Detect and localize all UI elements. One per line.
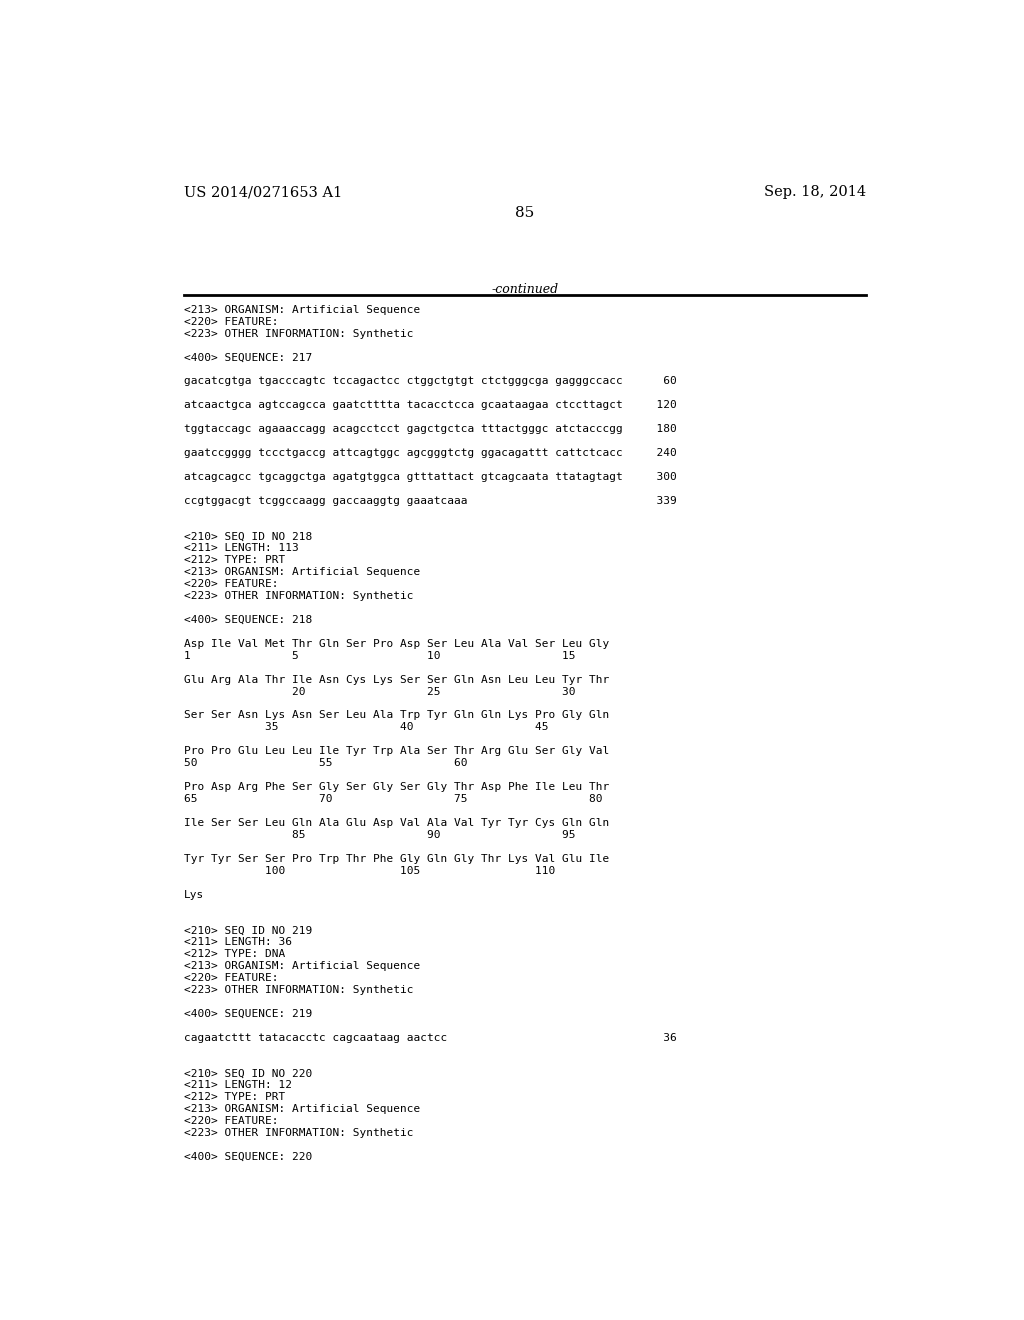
Text: <213> ORGANISM: Artificial Sequence: <213> ORGANISM: Artificial Sequence <box>183 961 420 972</box>
Text: ccgtggacgt tcggccaagg gaccaaggtg gaaatcaaa                            339: ccgtggacgt tcggccaagg gaccaaggtg gaaatca… <box>183 496 677 506</box>
Text: <212> TYPE: PRT: <212> TYPE: PRT <box>183 1093 285 1102</box>
Text: <400> SEQUENCE: 218: <400> SEQUENCE: 218 <box>183 615 312 624</box>
Text: <210> SEQ ID NO 218: <210> SEQ ID NO 218 <box>183 532 312 541</box>
Text: Pro Asp Arg Phe Ser Gly Ser Gly Ser Gly Thr Asp Phe Ile Leu Thr: Pro Asp Arg Phe Ser Gly Ser Gly Ser Gly … <box>183 781 609 792</box>
Text: gacatcgtga tgacccagtc tccagactcc ctggctgtgt ctctgggcga gagggccacc      60: gacatcgtga tgacccagtc tccagactcc ctggctg… <box>183 376 677 387</box>
Text: <223> OTHER INFORMATION: Synthetic: <223> OTHER INFORMATION: Synthetic <box>183 591 414 601</box>
Text: atcaactgca agtccagcca gaatctttta tacacctcca gcaataagaa ctccttagct     120: atcaactgca agtccagcca gaatctttta tacacct… <box>183 400 677 411</box>
Text: tggtaccagc agaaaccagg acagcctcct gagctgctca tttactgggc atctacccgg     180: tggtaccagc agaaaccagg acagcctcct gagctgc… <box>183 424 677 434</box>
Text: <223> OTHER INFORMATION: Synthetic: <223> OTHER INFORMATION: Synthetic <box>183 1129 414 1138</box>
Text: <211> LENGTH: 36: <211> LENGTH: 36 <box>183 937 292 948</box>
Text: <220> FEATURE:: <220> FEATURE: <box>183 579 279 589</box>
Text: gaatccgggg tccctgaccg attcagtggc agcgggtctg ggacagattt cattctcacc     240: gaatccgggg tccctgaccg attcagtggc agcgggt… <box>183 447 677 458</box>
Text: atcagcagcc tgcaggctga agatgtggca gtttattact gtcagcaata ttatagtagt     300: atcagcagcc tgcaggctga agatgtggca gtttatt… <box>183 471 677 482</box>
Text: <213> ORGANISM: Artificial Sequence: <213> ORGANISM: Artificial Sequence <box>183 568 420 577</box>
Text: Asp Ile Val Met Thr Gln Ser Pro Asp Ser Leu Ala Val Ser Leu Gly: Asp Ile Val Met Thr Gln Ser Pro Asp Ser … <box>183 639 609 649</box>
Text: 20                  25                  30: 20 25 30 <box>183 686 575 697</box>
Text: 85                  90                  95: 85 90 95 <box>183 830 575 840</box>
Text: <210> SEQ ID NO 220: <210> SEQ ID NO 220 <box>183 1069 312 1078</box>
Text: 65                  70                  75                  80: 65 70 75 80 <box>183 795 602 804</box>
Text: <400> SEQUENCE: 217: <400> SEQUENCE: 217 <box>183 352 312 363</box>
Text: <211> LENGTH: 113: <211> LENGTH: 113 <box>183 544 299 553</box>
Text: -continued: -continued <box>492 284 558 296</box>
Text: Pro Pro Glu Leu Leu Ile Tyr Trp Ala Ser Thr Arg Glu Ser Gly Val: Pro Pro Glu Leu Leu Ile Tyr Trp Ala Ser … <box>183 746 609 756</box>
Text: <210> SEQ ID NO 219: <210> SEQ ID NO 219 <box>183 925 312 936</box>
Text: Lys: Lys <box>183 890 204 899</box>
Text: <220> FEATURE:: <220> FEATURE: <box>183 1117 279 1126</box>
Text: 35                  40                  45: 35 40 45 <box>183 722 548 733</box>
Text: <211> LENGTH: 12: <211> LENGTH: 12 <box>183 1081 292 1090</box>
Text: <220> FEATURE:: <220> FEATURE: <box>183 317 279 326</box>
Text: <212> TYPE: PRT: <212> TYPE: PRT <box>183 556 285 565</box>
Text: <220> FEATURE:: <220> FEATURE: <box>183 973 279 983</box>
Text: 100                 105                 110: 100 105 110 <box>183 866 555 875</box>
Text: Ser Ser Asn Lys Asn Ser Leu Ala Trp Tyr Gln Gln Lys Pro Gly Gln: Ser Ser Asn Lys Asn Ser Leu Ala Trp Tyr … <box>183 710 609 721</box>
Text: <213> ORGANISM: Artificial Sequence: <213> ORGANISM: Artificial Sequence <box>183 1105 420 1114</box>
Text: <213> ORGANISM: Artificial Sequence: <213> ORGANISM: Artificial Sequence <box>183 305 420 314</box>
Text: cagaatcttt tatacacctc cagcaataag aactcc                                36: cagaatcttt tatacacctc cagcaataag aactcc … <box>183 1032 677 1043</box>
Text: 50                  55                  60: 50 55 60 <box>183 758 467 768</box>
Text: <400> SEQUENCE: 219: <400> SEQUENCE: 219 <box>183 1008 312 1019</box>
Text: <223> OTHER INFORMATION: Synthetic: <223> OTHER INFORMATION: Synthetic <box>183 985 414 995</box>
Text: Glu Arg Ala Thr Ile Asn Cys Lys Ser Ser Gln Asn Leu Leu Tyr Thr: Glu Arg Ala Thr Ile Asn Cys Lys Ser Ser … <box>183 675 609 685</box>
Text: <212> TYPE: DNA: <212> TYPE: DNA <box>183 949 285 960</box>
Text: <223> OTHER INFORMATION: Synthetic: <223> OTHER INFORMATION: Synthetic <box>183 329 414 338</box>
Text: 85: 85 <box>515 206 535 220</box>
Text: Tyr Tyr Ser Ser Pro Trp Thr Phe Gly Gln Gly Thr Lys Val Glu Ile: Tyr Tyr Ser Ser Pro Trp Thr Phe Gly Gln … <box>183 854 609 863</box>
Text: <400> SEQUENCE: 220: <400> SEQUENCE: 220 <box>183 1152 312 1162</box>
Text: Ile Ser Ser Leu Gln Ala Glu Asp Val Ala Val Tyr Tyr Cys Gln Gln: Ile Ser Ser Leu Gln Ala Glu Asp Val Ala … <box>183 818 609 828</box>
Text: Sep. 18, 2014: Sep. 18, 2014 <box>764 185 866 199</box>
Text: 1               5                   10                  15: 1 5 10 15 <box>183 651 575 661</box>
Text: US 2014/0271653 A1: US 2014/0271653 A1 <box>183 185 342 199</box>
